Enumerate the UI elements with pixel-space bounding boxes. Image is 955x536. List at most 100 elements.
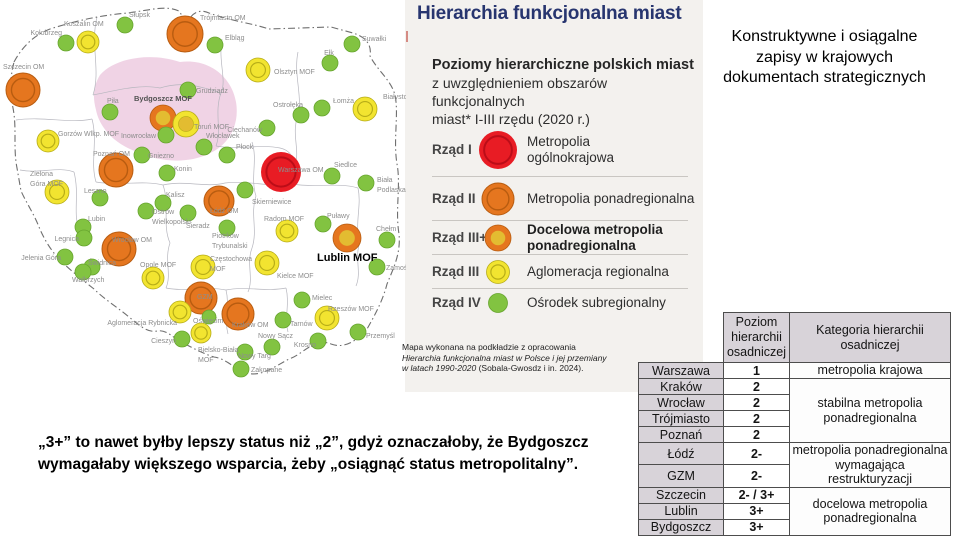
city-marker-siedlce bbox=[323, 167, 341, 185]
city-marker-w-oc-awek bbox=[195, 138, 213, 156]
city-marker-zamo bbox=[368, 258, 386, 276]
footnote-line: Hierarchia funkcjonalna miast w Polsce i… bbox=[402, 352, 607, 363]
cell-city: Bydgoszcz bbox=[638, 518, 724, 536]
cell-city: Szczecin bbox=[638, 486, 724, 504]
city-marker-opole-mof bbox=[141, 266, 165, 290]
table-row-lublin: Lublin 3+ bbox=[638, 502, 951, 520]
city-label-om-a: Łomża bbox=[333, 98, 354, 105]
city-marker-zielona-g-ra-mof bbox=[44, 179, 70, 205]
city-marker-pi-a bbox=[101, 103, 119, 121]
legend-panel bbox=[405, 0, 703, 392]
city-label-grudzi-dz: Grudziądz bbox=[196, 88, 228, 95]
city-marker-nowy-targ bbox=[236, 343, 254, 361]
cell-level: 3+ bbox=[723, 502, 790, 520]
cell-category: metropolia ponadregionalna wymagająca re… bbox=[789, 442, 951, 488]
table-row-krak-w: Kraków 2 stabilna metropolia ponadregional… bbox=[638, 378, 951, 443]
city-marker-olsztyn-mof bbox=[245, 57, 271, 83]
city-marker-elbl-g bbox=[206, 36, 224, 54]
city-label-pozna-om: Poznań OM bbox=[93, 151, 130, 158]
legend-label: Metropolia ponadregionalna bbox=[527, 191, 695, 206]
city-label-przemy-l: Przemyśl bbox=[366, 333, 395, 340]
city-label-bia-a-podlaska: Biała bbox=[377, 177, 393, 184]
text-line: wymagałaby większego wsparcia, żeby „osi… bbox=[38, 456, 579, 473]
city-label-suwa-ki: Suwałki bbox=[362, 36, 387, 43]
city-label-aglomeracja-rybnicka: Aglomeracja Rybnicka bbox=[107, 320, 177, 327]
city-label-w-oc-awek: Włocławek bbox=[206, 133, 240, 140]
city-marker-p-ock bbox=[218, 146, 236, 164]
city-label-radom-mof: Radom MOF bbox=[264, 216, 304, 223]
city-labels: Szczecin OM Trójmiasto OM Poznań OM Wrocław… bbox=[3, 12, 429, 374]
city-label-nowy-targ: Nowy Targ bbox=[238, 353, 271, 360]
text-line: Konstruktywne i osiągalne bbox=[731, 28, 918, 45]
city-label-s-upsk: Słupsk bbox=[129, 12, 151, 19]
legend-rank-rz-d-i: Rząd I bbox=[432, 142, 472, 157]
legend-divider bbox=[432, 176, 688, 177]
city-label-konin: Konin bbox=[174, 166, 192, 173]
city-marker-pozna-om bbox=[98, 152, 134, 188]
map-source-footnote: Mapa wykonana na podkładzie z opracowani… bbox=[402, 342, 654, 374]
cell-level: 1 bbox=[723, 362, 790, 379]
city-label-koszalin-om: Koszalin OM bbox=[64, 21, 104, 28]
city-label-cz-stochowa-mof: MOF bbox=[210, 266, 226, 273]
city-label-cz-stochowa-mof: Częstochowa bbox=[210, 256, 252, 263]
city-marker-kalisz bbox=[154, 194, 172, 212]
city-marker-sieradz bbox=[179, 204, 197, 222]
poland-map: Szczecin OM Trójmiasto OM Poznań OM Wrocław… bbox=[0, 0, 429, 444]
city-markers bbox=[5, 15, 396, 378]
legend-rank-rz-d-iii: Rząd III bbox=[432, 264, 480, 279]
city-marker-kielce-mof bbox=[254, 250, 280, 276]
city-label-krosno: Krosno bbox=[294, 342, 316, 349]
cell-city: Łódź bbox=[638, 441, 724, 466]
city-marker-rzesz-w-mof bbox=[314, 305, 340, 331]
legend-header-title: Poziomy hierarchiczne polskich miast bbox=[432, 57, 694, 73]
city-label-warszawa-om: Warszawa OM bbox=[278, 167, 324, 174]
city-label-tr-jmiasto-om: Trójmiasto OM bbox=[200, 15, 246, 22]
city-marker-wroc-aw-om bbox=[101, 231, 137, 267]
city-marker-ko-obrzeg bbox=[57, 34, 75, 52]
cell-city: Trójmiasto bbox=[638, 410, 724, 427]
city-label-zakopane: Zakopane bbox=[251, 367, 282, 374]
city-label-piotrk-w-trybunalski: Piotrków bbox=[212, 233, 240, 240]
cell-level: 2 bbox=[723, 378, 790, 395]
city-marker-lublin-mof bbox=[332, 223, 362, 253]
city-label-p-ock: Płock bbox=[236, 144, 254, 151]
city-marker-ciechan-w bbox=[258, 119, 276, 137]
legend-label: Docelowa metropolia ponadregionalna bbox=[527, 222, 663, 253]
city-label-piotrk-w-trybunalski: Trybunalski bbox=[212, 243, 248, 250]
cell-level: 2- bbox=[723, 464, 790, 488]
city-label-wroc-aw-om: Wrocław OM bbox=[112, 237, 152, 244]
legend-symbol-r2 bbox=[481, 182, 515, 216]
city-marker-cieszyn bbox=[173, 330, 191, 348]
column-header-level: Poziom hierarchii osadniczej bbox=[723, 312, 790, 363]
city-label-ostro-ka: Ostrołęka bbox=[273, 102, 303, 109]
city-marker-cz-stochowa-mof bbox=[190, 254, 216, 280]
city-label-gorz-w-wlkp-mof: Gorzów Wlkp. MOF bbox=[58, 131, 119, 138]
legend-label: Metropolia ogólnokrajowa bbox=[527, 134, 615, 165]
city-marker-radom-mof bbox=[275, 219, 299, 243]
city-label-kalisz: Kalisz bbox=[166, 192, 185, 199]
table-row-gzm: GZM 2- bbox=[638, 464, 951, 488]
city-marker-tarn-w bbox=[274, 311, 292, 329]
city-marker-mielec bbox=[293, 291, 311, 309]
city-label-szczecin-om: Szczecin OM bbox=[3, 64, 44, 71]
cell-city: GZM bbox=[638, 464, 724, 488]
city-label-zielona-g-ra-mof: Góra MOF bbox=[30, 181, 63, 188]
city-marker-tr-jmiasto-om bbox=[166, 15, 204, 53]
city-label-jelenia-g-ra: Jelenia Góra bbox=[21, 255, 61, 262]
city-label-mielec: Mielec bbox=[312, 295, 333, 302]
strategy-note: Konstruktywne i osiągalne zapisy w krajow… bbox=[697, 27, 952, 89]
text-line: miast* I-III rzędu (2020 r.) bbox=[432, 111, 590, 127]
text-line: zapisy w krajowych bbox=[756, 48, 893, 66]
table-row-d: Łódź 2- metropolia ponadregionalna wymagaj… bbox=[638, 441, 951, 488]
city-label-skierniewice: Skierniewice bbox=[252, 199, 291, 206]
city-label-bielsko-bia-a-mof: MOF bbox=[198, 357, 214, 364]
legend-symbol-r3 bbox=[486, 260, 510, 284]
city-label-lubin: Lubin bbox=[88, 216, 105, 223]
city-marker-inowroc-aw bbox=[157, 126, 175, 144]
legend-symbol-r4 bbox=[488, 293, 508, 313]
city-label-cieszyn: Cieszyn bbox=[151, 338, 176, 345]
city-label-siedlce: Siedlce bbox=[334, 162, 357, 169]
legend-label: Aglomeracja regionalna bbox=[527, 264, 669, 279]
cell-city: Kraków bbox=[638, 378, 724, 395]
